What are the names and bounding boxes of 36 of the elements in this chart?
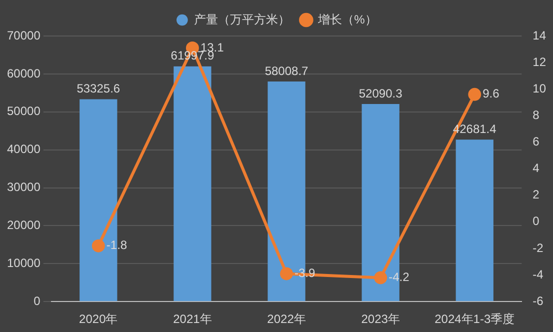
bar <box>456 140 494 302</box>
y2-tick-label: -4 <box>532 267 544 282</box>
y2-tick-label: -2 <box>532 240 544 255</box>
bar <box>174 66 212 302</box>
y2-tick-label: 14 <box>532 28 546 42</box>
y-tick-label: 10000 <box>6 256 41 270</box>
data-label: 52090.3 <box>358 86 403 100</box>
y2-tick-label: 12 <box>532 54 546 69</box>
data-label: 9.6 <box>482 86 500 101</box>
legend-label: 产量（万平方米） <box>194 12 290 26</box>
x-tick-label: 2020年 <box>79 312 118 326</box>
y-tick-label: 0 <box>34 294 41 308</box>
legend-label: 增长（%） <box>317 12 377 26</box>
point <box>92 239 105 252</box>
x-tick-label: 2021年 <box>173 312 212 326</box>
y2-tick-label: 10 <box>532 81 546 96</box>
y2-tick-label: 4 <box>532 161 540 176</box>
point <box>468 88 482 101</box>
y-tick-label: 70000 <box>6 28 41 42</box>
x-tick-label: 2023年 <box>361 312 400 326</box>
point <box>280 267 294 280</box>
y-tick-label: 40000 <box>6 142 41 156</box>
y-tick-label: 20000 <box>6 218 41 232</box>
y-tick-label: 30000 <box>6 180 41 194</box>
y-tick-label: 50000 <box>6 104 41 118</box>
x-tick-label: 2024年1-3季度 <box>434 312 515 326</box>
y2-tick-label: 0 <box>532 214 540 228</box>
y2-tick-label: 8 <box>532 108 540 122</box>
data-label: 53325.6 <box>76 82 120 96</box>
data-label: 58008.7 <box>264 64 309 78</box>
y2-tick-label: 6 <box>532 134 540 149</box>
y2-tick-label: 2 <box>532 188 540 202</box>
y-tick-label: 60000 <box>6 66 41 80</box>
y2-tick-label: -6 <box>532 294 544 308</box>
point <box>374 271 388 284</box>
x-tick-label: 2022年 <box>267 312 306 326</box>
